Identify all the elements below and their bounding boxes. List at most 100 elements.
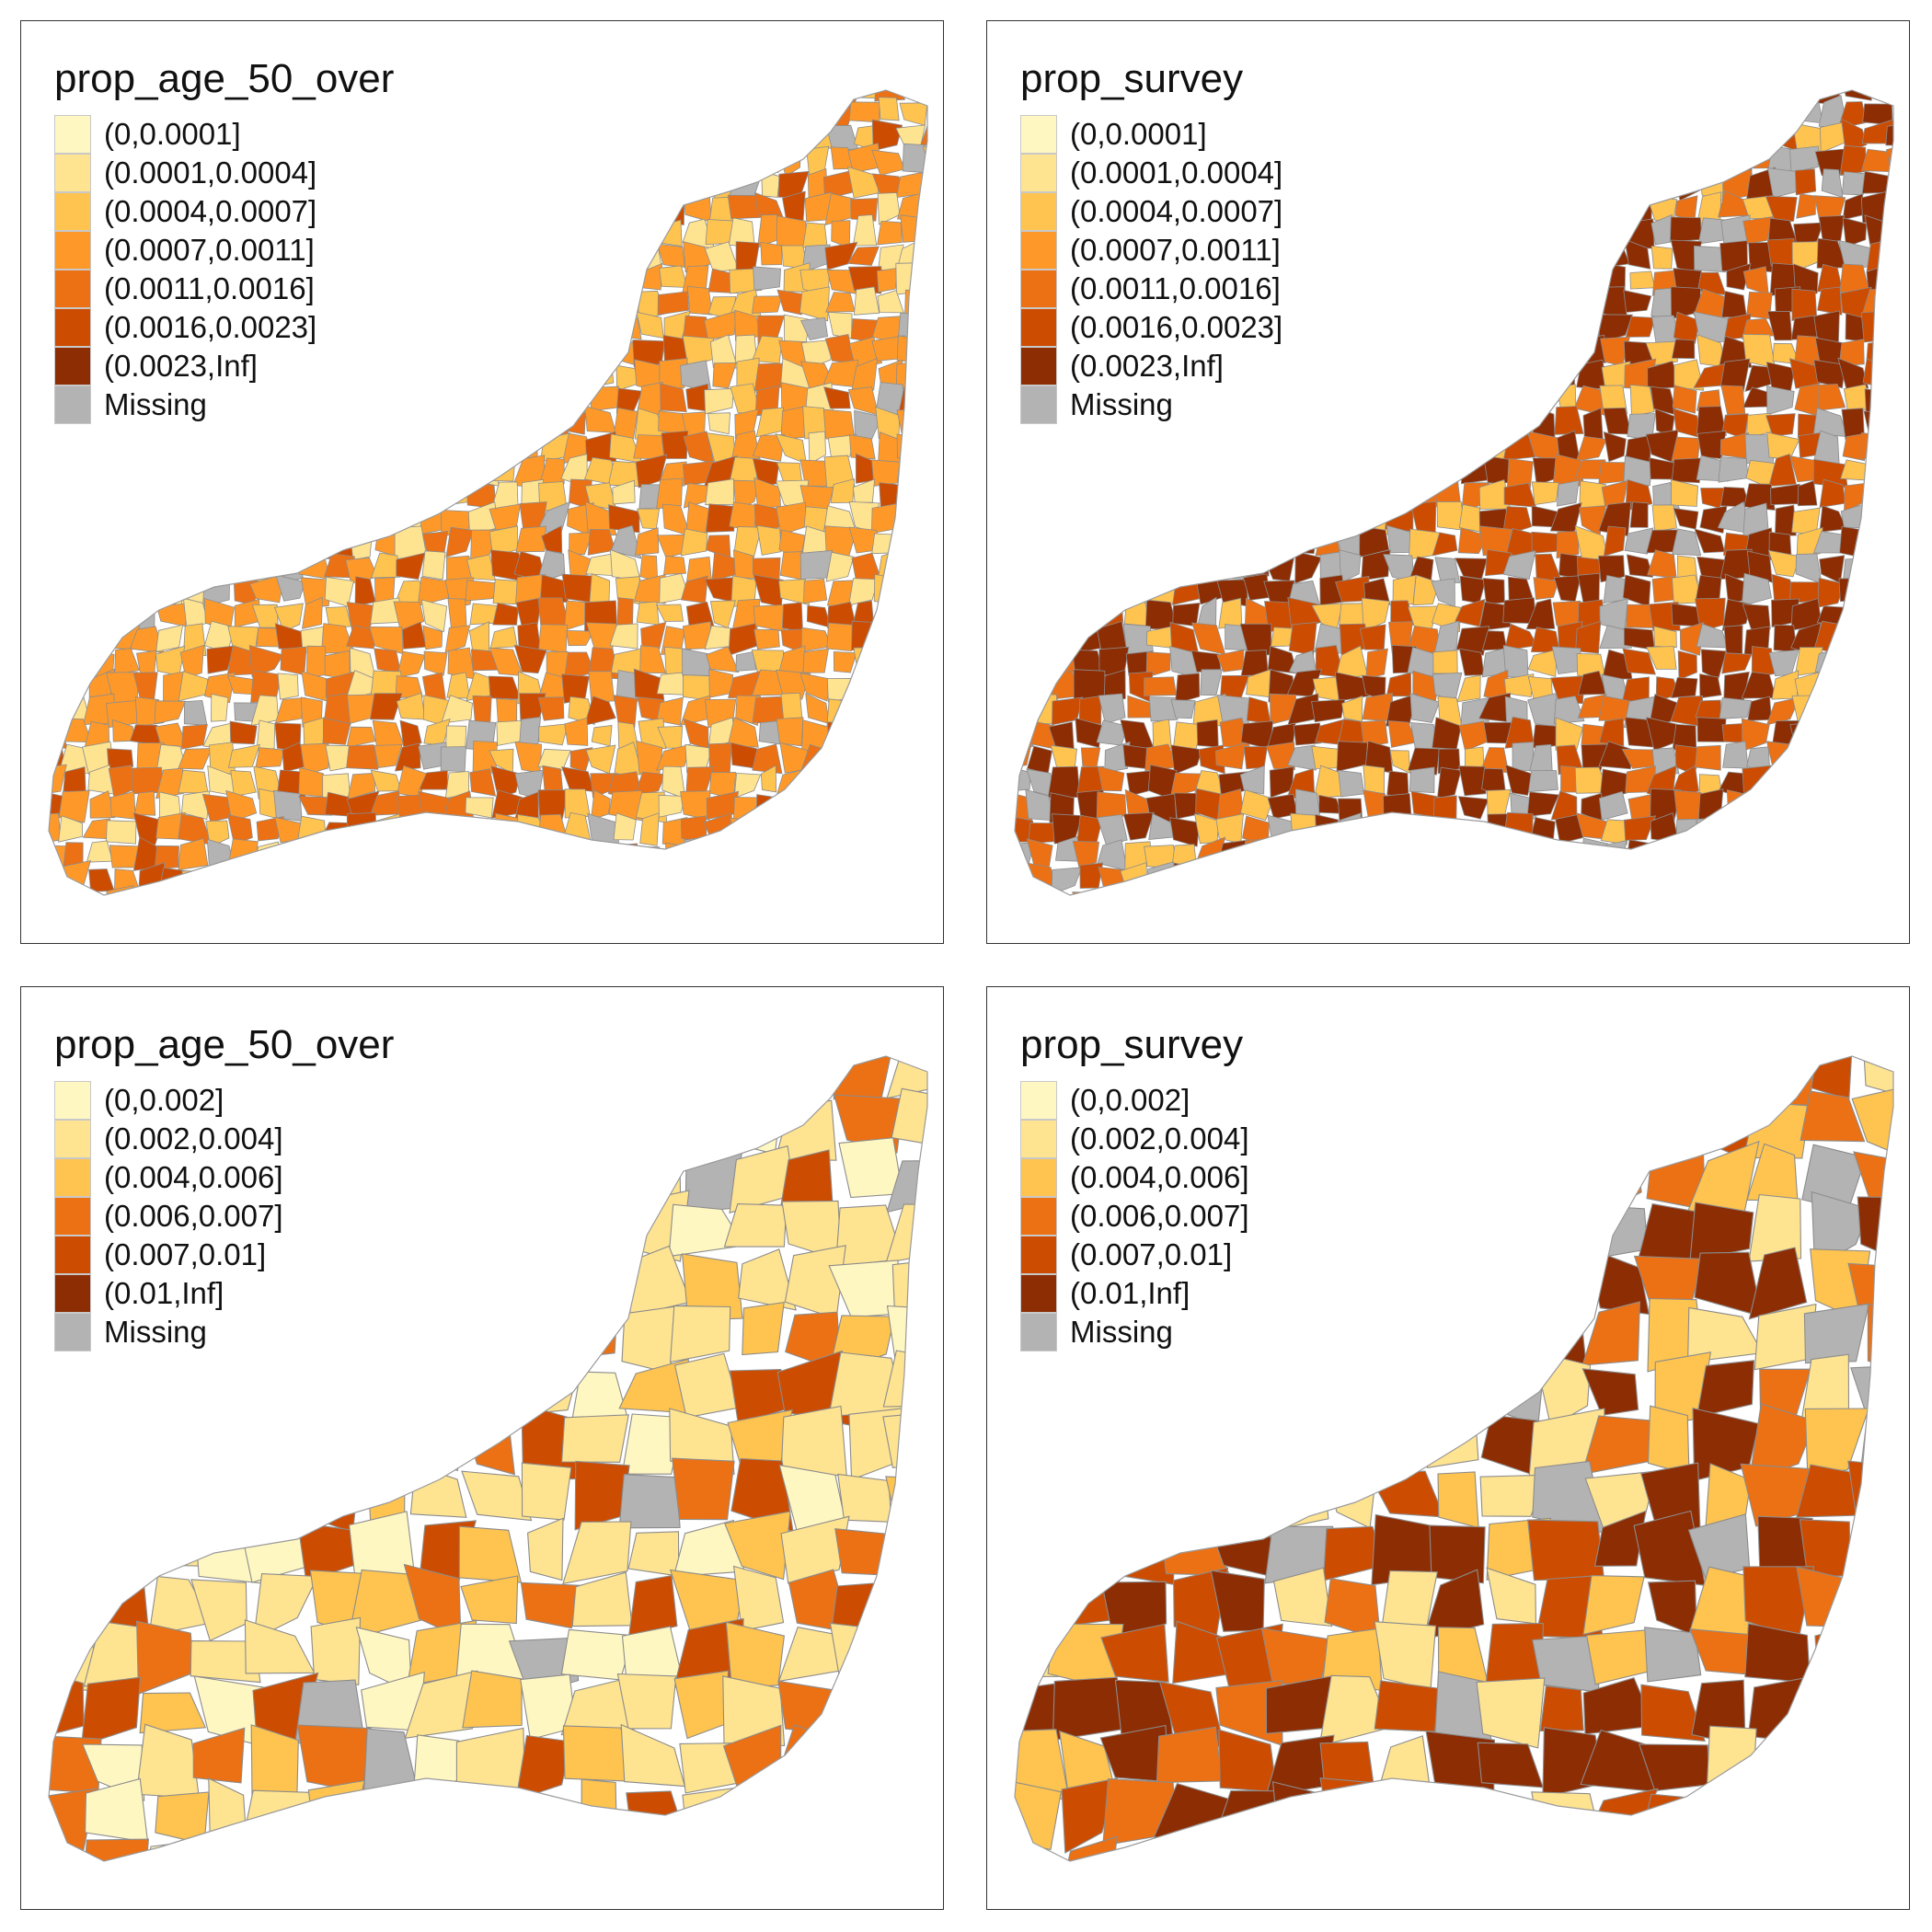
choropleth-map [48, 89, 928, 896]
map-region [1579, 480, 1606, 512]
map-region [469, 603, 499, 626]
map-region [1361, 549, 1391, 581]
map-region [1673, 311, 1700, 344]
map-region [1389, 750, 1411, 775]
map-region [1644, 1627, 1702, 1683]
map-region [1671, 457, 1703, 484]
map-region [409, 1464, 467, 1518]
map-region [620, 1723, 686, 1788]
map-region [639, 645, 667, 674]
map-region [1455, 626, 1490, 656]
map-region [1502, 550, 1536, 581]
map-region [705, 478, 735, 506]
map-region [1605, 840, 1627, 865]
map-region [1539, 1685, 1584, 1731]
map-region [1629, 501, 1649, 528]
map-region [1867, 1304, 1893, 1374]
legend-label: (0.002,0.004] [104, 1121, 283, 1156]
map-region [513, 644, 547, 674]
map-region [1839, 525, 1870, 559]
map-region [1746, 550, 1773, 583]
map-region [1365, 648, 1388, 680]
map-region [1363, 765, 1386, 795]
map-region [1653, 626, 1677, 649]
map-region [833, 650, 857, 673]
legend-swatch [54, 308, 91, 347]
map-region [1461, 821, 1489, 842]
map-region [723, 1203, 788, 1248]
map-region [178, 837, 209, 871]
map-region [800, 339, 834, 370]
legend-item: (0,0.002] [1020, 1081, 1249, 1120]
map-region [635, 527, 660, 556]
map-region [778, 579, 811, 606]
map-region [370, 769, 402, 792]
map-region [1531, 1791, 1602, 1844]
map-region [1287, 528, 1318, 555]
map-region [395, 675, 423, 698]
map-region [1640, 1684, 1706, 1742]
map-region [1814, 148, 1846, 177]
map-region [1529, 817, 1556, 844]
map-region [803, 578, 828, 604]
map-region [273, 603, 304, 632]
legend-swatch [54, 192, 91, 231]
map-region [1327, 1458, 1379, 1529]
map-region [656, 243, 685, 268]
map-region [564, 788, 591, 819]
map-region [1315, 524, 1340, 557]
map-region [300, 742, 329, 776]
map-region [669, 1408, 735, 1476]
map-region [1598, 555, 1626, 583]
map-region [346, 811, 377, 845]
map-region [374, 528, 398, 558]
island-outline [1014, 89, 1894, 896]
map-region [885, 1203, 927, 1264]
map-region [1582, 1204, 1649, 1261]
map-region [1695, 744, 1721, 771]
map-region [273, 789, 303, 822]
map-region [1598, 790, 1628, 821]
legend-swatch [54, 154, 91, 192]
map-region [1765, 413, 1796, 437]
map-region [1766, 310, 1793, 341]
map-region [851, 357, 879, 391]
map-region [655, 604, 684, 622]
legend: prop_survey (0,0.002] (0.002,0.004] (0.004… [1020, 1022, 1249, 1351]
map-region [1598, 718, 1625, 747]
map-region [1386, 770, 1409, 799]
map-region [154, 700, 187, 725]
legend-swatch [54, 1274, 91, 1313]
map-region [541, 524, 563, 554]
map-region [471, 457, 500, 487]
map-region [822, 359, 859, 387]
map-region [891, 1087, 927, 1148]
map-region [492, 602, 519, 626]
map-region [1170, 699, 1196, 719]
map-region [1625, 316, 1656, 338]
map-region [733, 772, 762, 799]
map-region [1598, 314, 1633, 344]
map-region [1553, 696, 1585, 725]
legend-swatch [1020, 115, 1057, 154]
map-region [1748, 1193, 1802, 1262]
legend-swatch [54, 1158, 91, 1197]
map-region [228, 743, 261, 768]
map-region [190, 1640, 261, 1684]
legend-item: (0.002,0.004] [1020, 1120, 1249, 1158]
map-region [1747, 1677, 1811, 1744]
map-region [1527, 649, 1558, 678]
legend-swatch [1020, 347, 1057, 385]
map-region [210, 693, 229, 722]
map-region [1746, 1056, 1817, 1106]
map-region [564, 717, 589, 746]
map-region [1841, 171, 1866, 196]
map-region [462, 1670, 523, 1729]
legend-label: (0.0011,0.0016] [104, 271, 315, 305]
map-region [1862, 1056, 1893, 1100]
map-region [877, 220, 903, 246]
map-region [661, 430, 689, 459]
map-region [802, 648, 829, 673]
map-region [826, 622, 854, 652]
map-region [588, 671, 615, 703]
